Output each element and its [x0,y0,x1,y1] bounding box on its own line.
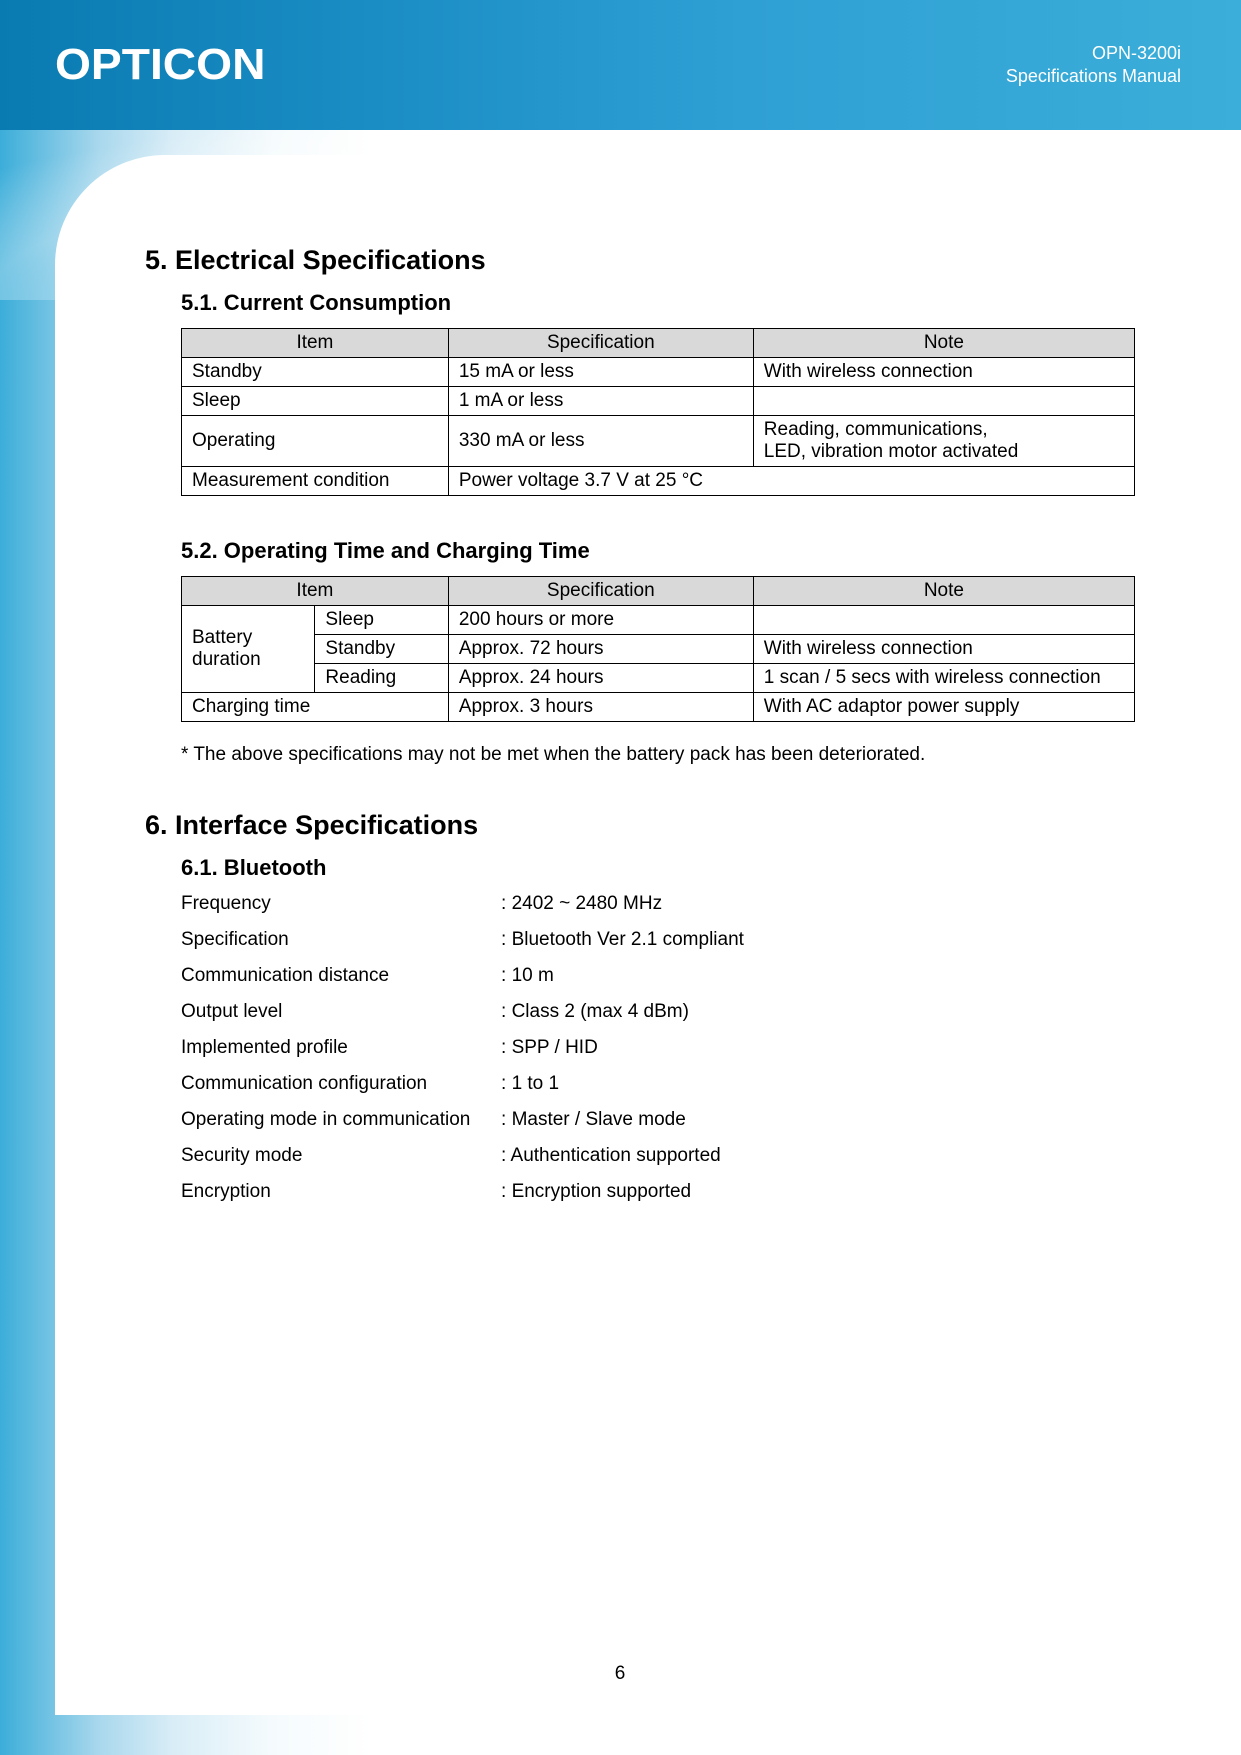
spec-value: Master / Slave mode [501,1109,686,1131]
bluetooth-spec-list: Frequency2402 ~ 2480 MHzSpecificationBlu… [181,893,1135,1203]
page-content: 5. Electrical Specifications 5.1. Curren… [55,155,1185,1715]
spec-key: Encryption [181,1181,501,1203]
table-cell: Power voltage 3.7 V at 25 °C [448,467,1134,496]
operating-time-table: ItemSpecificationNoteBatterydurationSlee… [181,576,1135,722]
table-cell: With wireless connection [753,635,1134,664]
table-cell: With AC adaptor power supply [753,693,1134,722]
table-header: Item [182,577,449,606]
table-row: ReadingApprox. 24 hours1 scan / 5 secs w… [182,664,1135,693]
spec-value: Encryption supported [501,1181,691,1203]
current-consumption-table: ItemSpecificationNoteStandby15 mA or les… [181,328,1135,496]
table-header: Specification [448,329,753,358]
page-header: OPTICON OPN-3200i Specifications Manual [0,0,1241,130]
table-cell: Sleep [182,387,449,416]
table-cell: Approx. 3 hours [448,693,753,722]
section-6-1-heading: 6.1. Bluetooth [181,855,1135,881]
table-header: Note [753,577,1134,606]
table-cell: Sleep [315,606,448,635]
spec-value: 2402 ~ 2480 MHz [501,893,662,915]
table-cell: Operating [182,416,449,467]
spec-row: Communication distance10 m [181,965,1135,987]
spec-value: Class 2 (max 4 dBm) [501,1001,689,1023]
section-5-2-heading: 5.2. Operating Time and Charging Time [181,538,1135,564]
spec-value: 10 m [501,965,554,987]
spec-key: Implemented profile [181,1037,501,1059]
section-6-heading: 6. Interface Specifications [145,810,1135,841]
spec-key: Operating mode in communication [181,1109,501,1131]
spec-value: Authentication supported [501,1145,721,1167]
table-cell: Approx. 72 hours [448,635,753,664]
page-number: 6 [55,1663,1185,1685]
table-row: BatterydurationSleep200 hours or more [182,606,1135,635]
spec-key: Output level [181,1001,501,1023]
section-5-heading: 5. Electrical Specifications [145,245,1135,276]
table-cell: Measurement condition [182,467,449,496]
table-cell: With wireless connection [753,358,1134,387]
spec-key: Specification [181,929,501,951]
table-cell: Reading, communications,LED, vibration m… [753,416,1134,467]
table-cell: Standby [315,635,448,664]
table-header: Note [753,329,1134,358]
doc-title: Specifications Manual [1006,65,1181,88]
table-header: Item [182,329,449,358]
table-cell: 330 mA or less [448,416,753,467]
table-header: Specification [448,577,753,606]
spec-key: Communication configuration [181,1073,501,1095]
table-cell: Reading [315,664,448,693]
spec-row: Operating mode in communicationMaster / … [181,1109,1135,1131]
spec-value: 1 to 1 [501,1073,559,1095]
spec-row: EncryptionEncryption supported [181,1181,1135,1203]
table-cell [753,606,1134,635]
table-row: StandbyApprox. 72 hoursWith wireless con… [182,635,1135,664]
spec-key: Security mode [181,1145,501,1167]
spec-row: Frequency2402 ~ 2480 MHz [181,893,1135,915]
spec-key: Communication distance [181,965,501,987]
table-cell: Batteryduration [182,606,315,693]
table-row: Operating330 mA or lessReading, communic… [182,416,1135,467]
table-cell [753,387,1134,416]
table-cell: 15 mA or less [448,358,753,387]
table-cell: 1 scan / 5 secs with wireless connection [753,664,1134,693]
table-cell: 200 hours or more [448,606,753,635]
table-cell: 1 mA or less [448,387,753,416]
spec-key: Frequency [181,893,501,915]
table-row: Standby15 mA or lessWith wireless connec… [182,358,1135,387]
spec-value: Bluetooth Ver 2.1 compliant [501,929,744,951]
section-5-2-footnote: * The above specifications may not be me… [181,744,1135,766]
spec-row: Implemented profileSPP / HID [181,1037,1135,1059]
table-row: Sleep1 mA or less [182,387,1135,416]
spec-row: Security modeAuthentication supported [181,1145,1135,1167]
product-name: OPN-3200i [1006,42,1181,65]
spec-value: SPP / HID [501,1037,598,1059]
table-row: Measurement conditionPower voltage 3.7 V… [182,467,1135,496]
section-5-1-heading: 5.1. Current Consumption [181,290,1135,316]
brand-logo: OPTICON [55,40,265,90]
spec-row: Communication configuration1 to 1 [181,1073,1135,1095]
header-doc-info: OPN-3200i Specifications Manual [1006,42,1181,89]
spec-row: SpecificationBluetooth Ver 2.1 compliant [181,929,1135,951]
table-cell: Charging time [182,693,449,722]
table-cell: Approx. 24 hours [448,664,753,693]
table-row: Charging timeApprox. 3 hoursWith AC adap… [182,693,1135,722]
spec-row: Output levelClass 2 (max 4 dBm) [181,1001,1135,1023]
table-cell: Standby [182,358,449,387]
